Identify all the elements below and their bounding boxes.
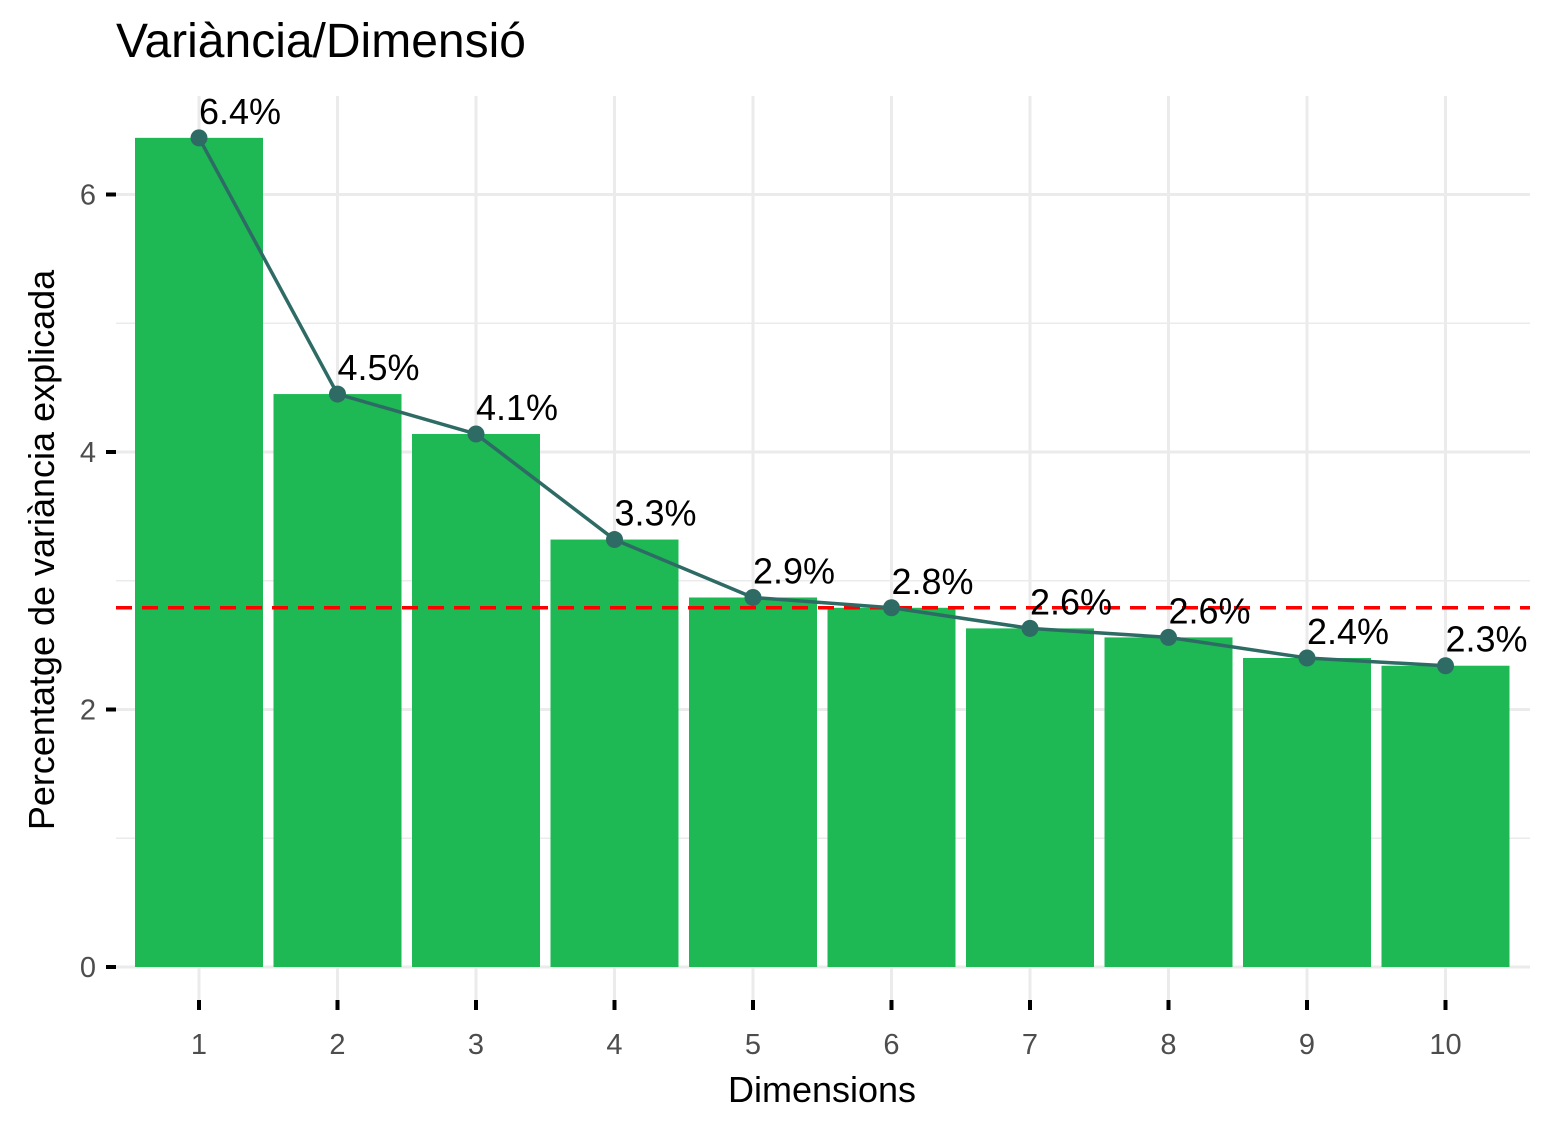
x-tick-label: 2: [329, 1029, 345, 1061]
data-label-9: 2.4%: [1307, 611, 1389, 652]
scree-point-8: [1160, 628, 1177, 646]
x-tick-label: 10: [1429, 1029, 1461, 1061]
data-label-7: 2.6%: [1030, 581, 1112, 622]
data-label-2: 4.5%: [338, 347, 420, 388]
scree-point-2: [329, 385, 346, 403]
scree-line: [197, 137, 1446, 668]
data-label-6: 2.8%: [892, 561, 974, 602]
bar-dim-7: [966, 628, 1094, 967]
bar-dim-8: [1104, 637, 1233, 967]
data-label-5: 2.9%: [753, 550, 835, 591]
x-tick-label: 3: [468, 1029, 484, 1061]
chart-title: Variància/Dimensió: [116, 15, 526, 68]
x-tick-label: 9: [1299, 1029, 1315, 1061]
data-label-8: 2.6%: [1169, 590, 1251, 631]
bar-dim-1: [135, 137, 263, 968]
scree-point-4: [606, 531, 623, 549]
y-tick-label: 4: [80, 437, 96, 469]
bars: [135, 137, 1510, 968]
bar-dim-5: [689, 597, 817, 967]
scree-point-3: [467, 425, 485, 443]
x-tick-label: 7: [1022, 1029, 1038, 1061]
scree-point-9: [1298, 649, 1316, 667]
scree-point-5: [744, 588, 762, 606]
data-labels: 6.4% 4.5% 4.1% 3.3% 2.9% 2.8% 2.6% 2.6% 2.4% 2.3%: [199, 91, 1528, 660]
bar-dim-2: [273, 394, 402, 967]
x-tick-label: 6: [883, 1029, 899, 1061]
axes: 0 2 4 6 1 2 3 4 5 6 7 8 9 10: [80, 180, 1462, 1062]
y-axis-title: Percentatge de variància explicada: [21, 269, 62, 830]
y-tick-label: 0: [80, 952, 96, 984]
x-tick-label: 5: [745, 1029, 761, 1061]
bar-dim-6: [827, 607, 956, 967]
scree-point-7: [1021, 619, 1039, 637]
data-label-3: 4.1%: [476, 387, 558, 428]
x-tick-label: 1: [191, 1029, 207, 1061]
scree-point-10: [1437, 657, 1454, 675]
bar-dim-3: [412, 433, 540, 968]
bar-dim-4: [550, 539, 679, 967]
scree-point-1: [190, 129, 208, 147]
y-tick-label: 2: [80, 695, 96, 727]
y-tick-label: 6: [80, 180, 96, 212]
data-label-1: 6.4%: [199, 91, 281, 132]
data-label-4: 3.3%: [615, 493, 697, 534]
scree-point-6: [883, 599, 900, 617]
bar-dim-9: [1243, 658, 1371, 967]
x-axis-title: Dimensions: [728, 1069, 916, 1110]
x-tick-label: 4: [606, 1029, 622, 1061]
scree-line-group: [190, 129, 1454, 675]
bar-dim-10: [1381, 665, 1510, 967]
data-label-10: 2.3%: [1446, 619, 1528, 660]
x-tick-label: 8: [1160, 1029, 1176, 1061]
